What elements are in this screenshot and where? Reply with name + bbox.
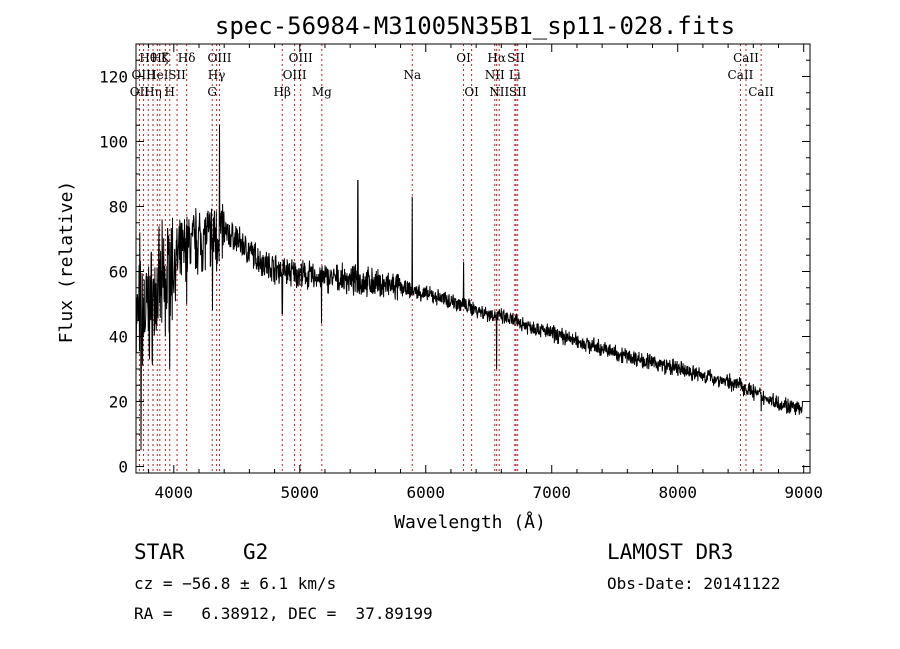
y-tick-label-1: 20 (109, 393, 128, 412)
line-marker-label-4: HeI (146, 68, 169, 82)
y-tick-label-3: 60 (109, 263, 128, 282)
object-subclass: G2 (243, 540, 269, 564)
line-marker-label-3: Hη (144, 85, 162, 99)
y-tick-label-5: 100 (99, 133, 128, 152)
line-marker-label-28: CaII (748, 85, 774, 99)
line-marker-label-1: OIII (132, 68, 156, 82)
x-axis-label: Wavelength (Å) (394, 511, 546, 533)
object-class: STAR (134, 540, 185, 564)
y-tick-label-0: 0 (118, 458, 128, 477)
x-tick-label-1: 5000 (281, 483, 320, 502)
line-marker-label-22: NII (489, 85, 509, 99)
line-marker-label-15: OIII (289, 51, 313, 65)
line-marker-label-5: Hζ (151, 51, 168, 65)
line-marker-label-6: K (161, 51, 171, 65)
line-marker-label-11: Hγ (208, 68, 226, 82)
observation-date: Obs-Date: 20141122 (607, 574, 781, 593)
y-tick-label-4: 80 (109, 198, 128, 217)
redshift-readout: cz = −56.8 ± 6.1 km/s (134, 574, 337, 593)
x-tick-label-5: 9000 (784, 483, 823, 502)
line-marker-label-14: OIII (283, 68, 307, 82)
x-tick-label-0: 4000 (155, 483, 194, 502)
y-tick-label-6: 120 (99, 68, 128, 87)
line-marker-label-26: CaII (728, 68, 754, 82)
line-marker-label-25: SII (509, 85, 527, 99)
y-tick-label-2: 40 (109, 328, 128, 347)
survey-label: LAMOST DR3 (607, 540, 734, 564)
line-marker-label-13: Hβ (274, 85, 291, 99)
line-marker-label-23: Li (509, 68, 521, 82)
line-marker-label-12: OIII (207, 51, 231, 65)
plot-frame (135, 43, 811, 474)
line-marker-label-10: G (207, 85, 217, 99)
y-axis-label: Flux (relative) (56, 181, 77, 344)
axis-ticks: 4000 5000 6000 7000 8000 9000 0 20 40 60 80 100 120 (99, 44, 823, 502)
line-marker-label-20: NII (485, 68, 505, 82)
line-marker-label-7: H (165, 85, 175, 99)
line-marker-label-24: SII (507, 51, 525, 65)
chart-title: spec-56984-M31005N35B1_sp11-028.fits (215, 12, 735, 40)
line-marker-label-8: SII (168, 68, 186, 82)
line-marker-label-27: CaII (733, 51, 759, 65)
line-marker-label-19: OI (464, 85, 479, 99)
line-marker-label-18: OI (456, 51, 471, 65)
line-marker-label-21: Hα (487, 51, 506, 65)
spectrum-series (135, 125, 804, 451)
x-tick-label-3: 7000 (532, 483, 571, 502)
line-marker-label-9: Hδ (178, 51, 196, 65)
line-marker-label-17: Na (403, 68, 421, 82)
spectrum-line (135, 125, 804, 451)
line-marker-label-0: OII (130, 85, 150, 99)
coordinates-readout: RA = 6.38912, DEC = 37.89199 (134, 604, 433, 623)
x-tick-label-2: 6000 (406, 483, 445, 502)
line-marker-label-16: Mg (312, 85, 332, 99)
spectral-line-markers: OIIOIIIHθHηHeIHζKHSIIHδGHγOIIIHβOIIIOIII… (130, 44, 774, 473)
x-tick-label-4: 8000 (658, 483, 697, 502)
